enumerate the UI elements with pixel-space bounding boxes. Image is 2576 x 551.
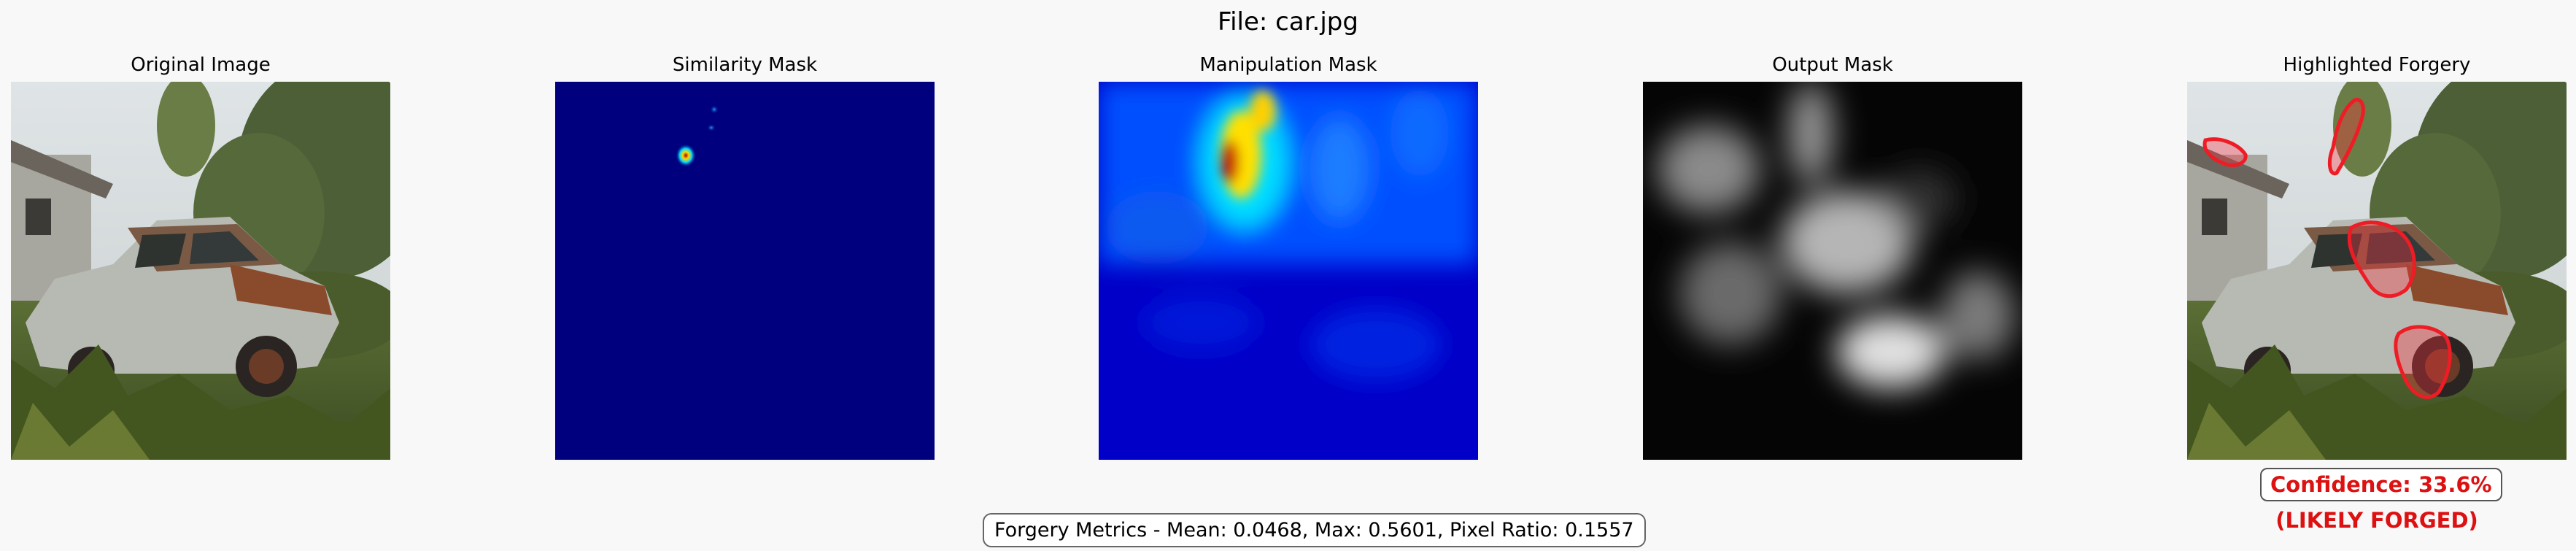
panel-title-highlighted: Highlighted Forgery xyxy=(2283,54,2471,76)
panel-title-similarity: Similarity Mask xyxy=(672,54,818,76)
highlighted-forgery-image xyxy=(2187,82,2567,460)
panel-title-output: Output Mask xyxy=(1772,54,1893,76)
figure-title: File: car.jpg xyxy=(1218,7,1358,36)
similarity-mask xyxy=(555,82,935,460)
confidence-badge: Confidence: 33.6% xyxy=(2260,468,2502,501)
panel-title-manipulation: Manipulation Mask xyxy=(1199,54,1377,76)
original-image xyxy=(11,82,390,460)
verdict-label: (LIKELY FORGED) xyxy=(2275,508,2478,533)
output-mask xyxy=(1643,82,2022,460)
forgery-region-outlines xyxy=(2202,98,2452,399)
manipulation-mask xyxy=(1099,82,1478,460)
panel-title-original: Original Image xyxy=(131,54,271,76)
forgery-metrics-box: Forgery Metrics - Mean: 0.0468, Max: 0.5… xyxy=(983,513,1646,547)
